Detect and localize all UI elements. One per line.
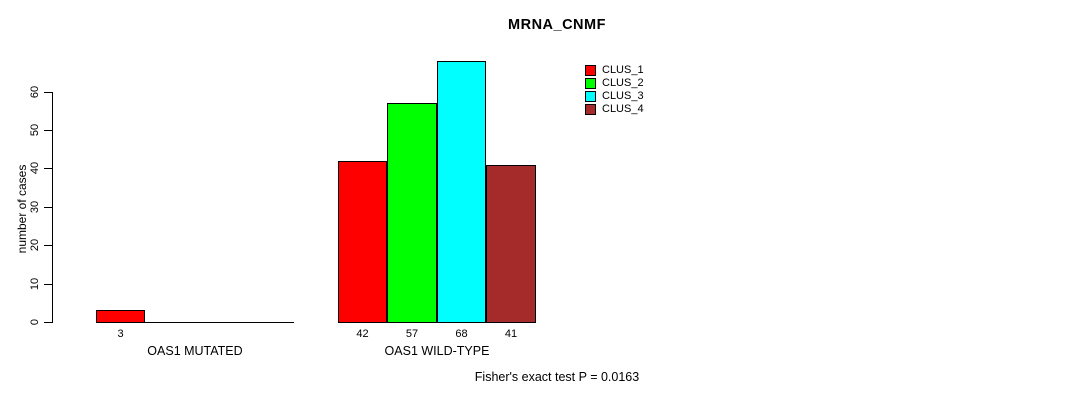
y-tick-mark bbox=[44, 245, 52, 246]
legend-item: CLUS_2 bbox=[585, 77, 644, 89]
legend: CLUS_1 CLUS_2 CLUS_3 CLUS_4 bbox=[585, 64, 644, 115]
legend-label: CLUS_2 bbox=[602, 77, 644, 89]
legend-swatch-clus-1 bbox=[585, 64, 596, 76]
y-tick-mark bbox=[44, 92, 52, 93]
bar-clus_3 bbox=[437, 61, 486, 323]
legend-swatch-clus-4 bbox=[585, 103, 596, 115]
legend-item: CLUS_4 bbox=[585, 103, 644, 115]
bar-clus_1 bbox=[96, 310, 145, 323]
y-tick-label: 0 bbox=[29, 318, 41, 326]
y-tick-mark bbox=[44, 207, 52, 208]
bar-value-label: 3 bbox=[117, 328, 124, 340]
legend-item: CLUS_3 bbox=[585, 90, 644, 102]
x-group-label: OAS1 MUTATED bbox=[147, 344, 243, 358]
y-tick-label: 50 bbox=[29, 123, 41, 137]
bar-value-label: 68 bbox=[455, 328, 468, 340]
bar-value-label: 41 bbox=[504, 328, 518, 340]
bar-clus_1 bbox=[338, 161, 387, 323]
legend-label: CLUS_1 bbox=[602, 64, 644, 76]
y-tick-label: 20 bbox=[29, 238, 41, 252]
legend-label: CLUS_4 bbox=[602, 103, 644, 115]
legend-item: CLUS_1 bbox=[585, 64, 644, 76]
y-tick-mark bbox=[44, 322, 52, 323]
statistical-test-annotation: Fisher's exact test P = 0.0163 bbox=[474, 370, 640, 384]
y-tick-label: 60 bbox=[29, 85, 41, 99]
y-tick-label: 30 bbox=[29, 200, 41, 214]
legend-label: CLUS_3 bbox=[602, 90, 644, 102]
bar-clus_2 bbox=[387, 103, 437, 323]
y-tick-label: 40 bbox=[29, 161, 41, 175]
bar-clus_4 bbox=[486, 165, 536, 323]
y-tick-mark bbox=[44, 130, 52, 131]
bar-value-label: 42 bbox=[356, 328, 369, 340]
y-tick-mark bbox=[44, 168, 52, 169]
x-group-label: OAS1 WILD-TYPE bbox=[384, 344, 490, 358]
y-axis-line bbox=[52, 92, 53, 323]
bar-value-label: 57 bbox=[405, 328, 419, 340]
y-tick-label: 10 bbox=[29, 277, 41, 291]
legend-swatch-clus-3 bbox=[585, 90, 596, 102]
group-baseline bbox=[96, 322, 294, 323]
y-tick-mark bbox=[44, 284, 52, 285]
legend-swatch-clus-2 bbox=[585, 77, 596, 89]
y-axis-label: number of cases bbox=[15, 164, 29, 254]
chart-title: MRNA_CNMF bbox=[508, 17, 606, 33]
